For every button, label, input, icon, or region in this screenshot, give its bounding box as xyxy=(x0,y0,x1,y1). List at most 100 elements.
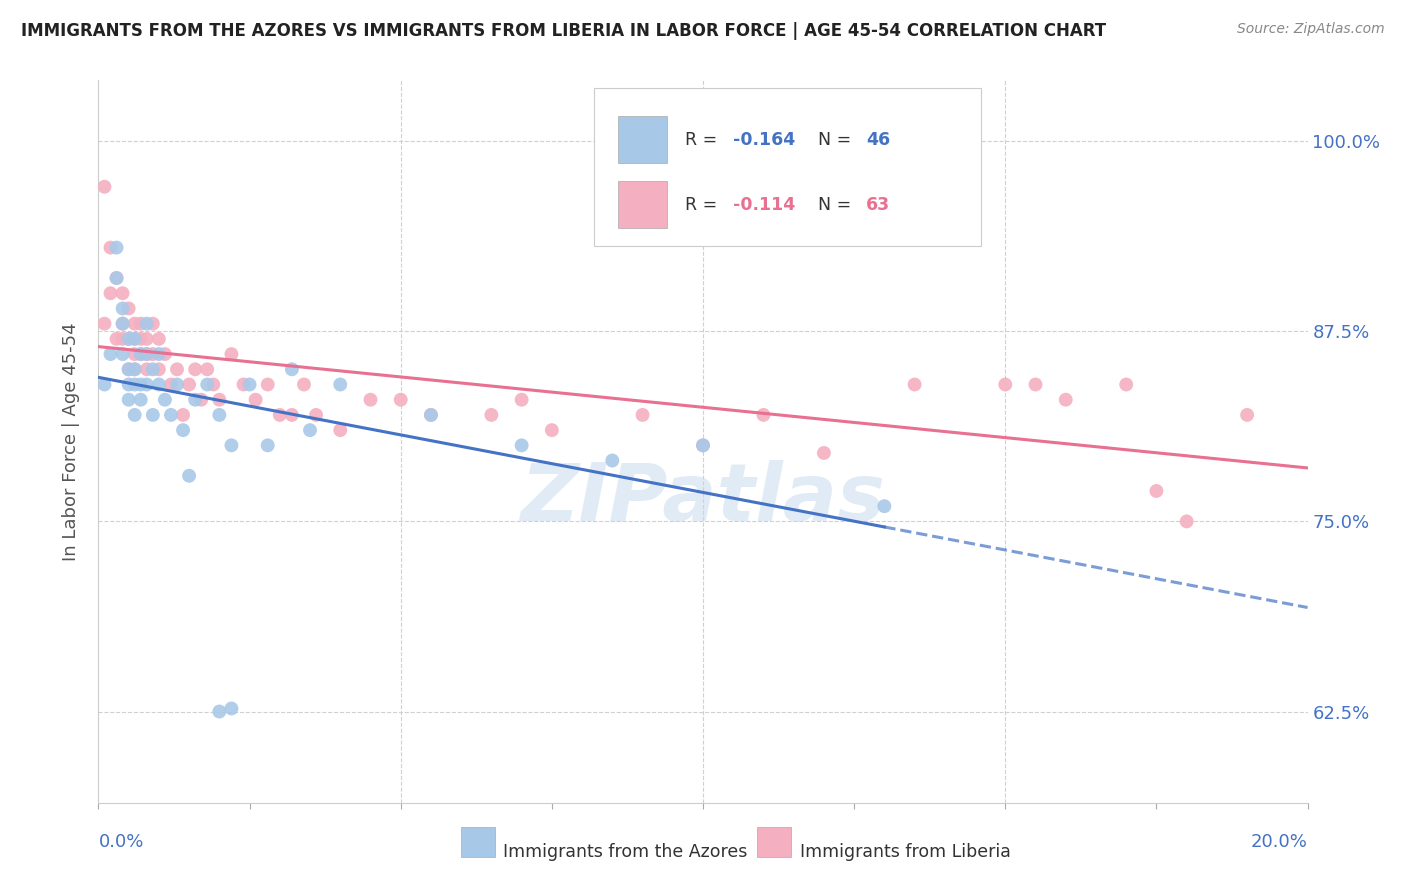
Point xyxy=(111,301,134,316)
Point xyxy=(118,377,141,392)
Point xyxy=(142,317,165,331)
Point xyxy=(179,377,201,392)
Point xyxy=(420,408,443,422)
Point xyxy=(105,241,128,255)
Point xyxy=(208,408,231,422)
Text: 46: 46 xyxy=(866,130,890,149)
Point xyxy=(118,332,141,346)
Bar xyxy=(619,181,666,228)
Point xyxy=(1115,377,1137,392)
Point xyxy=(118,392,141,407)
Point xyxy=(100,347,122,361)
Bar xyxy=(461,827,495,857)
Point xyxy=(148,362,170,376)
Point xyxy=(100,286,122,301)
Point xyxy=(160,377,183,392)
Point xyxy=(281,408,304,422)
Point xyxy=(1175,515,1198,529)
Point xyxy=(111,332,134,346)
Point xyxy=(111,317,134,331)
Point xyxy=(129,332,152,346)
Point xyxy=(142,347,165,361)
Point xyxy=(135,362,157,376)
Point xyxy=(631,408,654,422)
Point xyxy=(245,392,267,407)
Point xyxy=(329,423,352,437)
Point xyxy=(135,347,157,361)
Point xyxy=(256,377,278,392)
Text: N =: N = xyxy=(818,130,856,149)
Point xyxy=(111,286,134,301)
Point xyxy=(208,392,231,407)
Point xyxy=(389,392,412,407)
Text: 20.0%: 20.0% xyxy=(1251,833,1308,851)
Point xyxy=(329,377,352,392)
Point xyxy=(1144,483,1167,498)
Point xyxy=(100,241,122,255)
Point xyxy=(93,179,115,194)
Text: Immigrants from the Azores: Immigrants from the Azores xyxy=(503,843,748,861)
Point xyxy=(904,377,927,392)
Point xyxy=(195,362,218,376)
Point xyxy=(111,317,134,331)
Point xyxy=(124,332,146,346)
Point xyxy=(256,438,278,452)
Point xyxy=(1024,377,1046,392)
Point xyxy=(124,408,146,422)
Point xyxy=(602,453,624,467)
Point xyxy=(172,423,194,437)
Y-axis label: In Labor Force | Age 45-54: In Labor Force | Age 45-54 xyxy=(62,322,80,561)
Point xyxy=(142,408,165,422)
Point xyxy=(118,362,141,376)
Point xyxy=(221,438,243,452)
Point xyxy=(105,271,128,285)
Text: N =: N = xyxy=(818,195,856,213)
Point xyxy=(232,377,254,392)
Point xyxy=(124,347,146,361)
Point xyxy=(752,408,775,422)
Point xyxy=(221,347,243,361)
Point xyxy=(93,377,115,392)
Point xyxy=(281,362,304,376)
Text: 63: 63 xyxy=(866,195,890,213)
Point xyxy=(221,701,243,715)
FancyBboxPatch shape xyxy=(595,87,981,246)
Point xyxy=(166,362,188,376)
Point xyxy=(129,392,152,407)
Point xyxy=(1054,392,1077,407)
Point xyxy=(172,408,194,422)
Point xyxy=(1236,408,1258,422)
Point xyxy=(135,317,157,331)
Point xyxy=(135,347,157,361)
Point xyxy=(153,392,176,407)
Point xyxy=(124,362,146,376)
Point xyxy=(160,408,183,422)
Point xyxy=(179,468,201,483)
Point xyxy=(239,377,262,392)
Point xyxy=(195,377,218,392)
Point xyxy=(118,301,141,316)
Point xyxy=(129,377,152,392)
Point xyxy=(135,332,157,346)
Text: Source: ZipAtlas.com: Source: ZipAtlas.com xyxy=(1237,22,1385,37)
Point xyxy=(129,317,152,331)
Text: 0.0%: 0.0% xyxy=(98,833,143,851)
Point xyxy=(93,317,115,331)
Text: -0.114: -0.114 xyxy=(734,195,796,213)
Point xyxy=(124,362,146,376)
Point xyxy=(184,392,207,407)
Point xyxy=(292,377,315,392)
Point xyxy=(118,362,141,376)
Point xyxy=(105,271,128,285)
Point xyxy=(111,347,134,361)
Point xyxy=(269,408,291,422)
Point xyxy=(129,347,152,361)
Point xyxy=(142,362,165,376)
Point xyxy=(124,377,146,392)
Point xyxy=(510,438,533,452)
Point xyxy=(305,408,328,422)
Point xyxy=(873,499,896,513)
Point xyxy=(994,377,1017,392)
Text: R =: R = xyxy=(685,130,723,149)
Point xyxy=(166,377,188,392)
